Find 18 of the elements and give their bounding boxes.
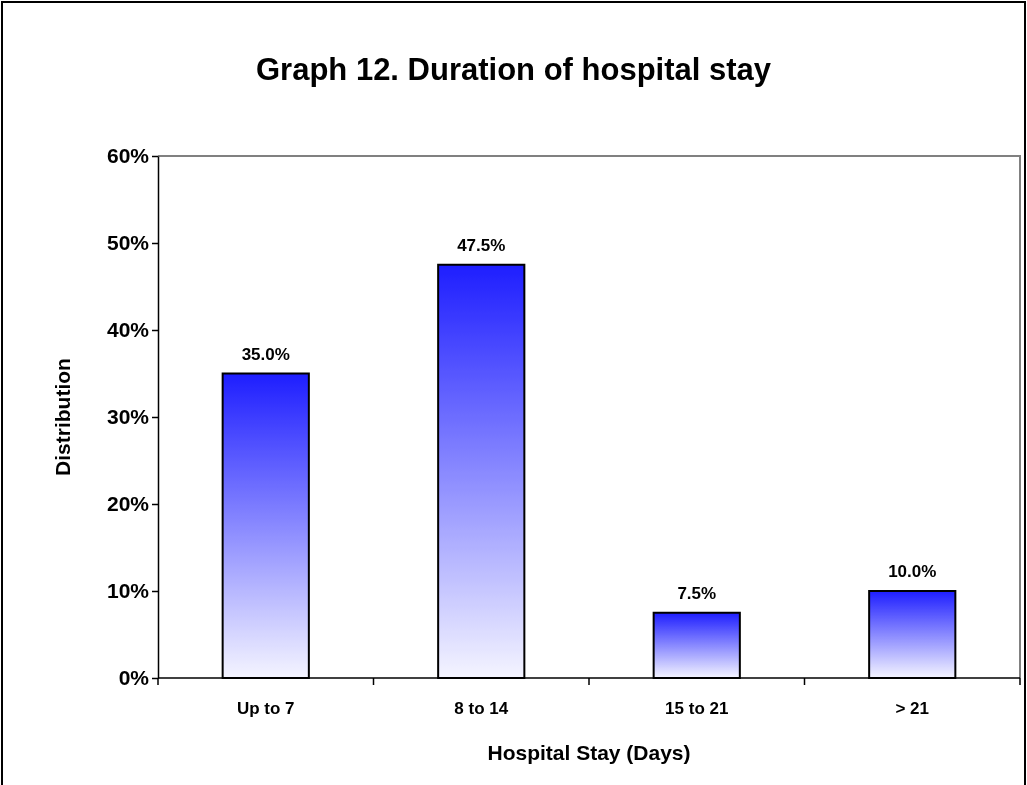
y-tick-label: 40% [106,318,150,342]
y-tick-label: 60% [106,144,150,168]
y-tick-label: 20% [106,492,150,516]
y-tick-label: 30% [106,405,150,429]
x-tick-label: 8 to 14 [454,699,509,718]
y-axis-title: Distribution [51,358,74,476]
x-tick-label: 15 to 21 [665,699,729,718]
x-axis-title: Hospital Stay (Days) [487,741,691,764]
y-tick-label: 50% [106,231,150,255]
y-tick-label: 0% [118,666,150,690]
data-label: 35.0% [241,344,290,364]
x-tick-label: > 21 [895,699,930,718]
chart-title: Graph 12. Duration of hospital stay [255,52,772,87]
data-label: 7.5% [677,583,717,603]
x-tick-label: Up to 7 [236,699,295,718]
data-label: 10.0% [888,562,937,581]
y-tick-label: 10% [106,579,150,603]
data-label: 47.5% [457,235,506,255]
